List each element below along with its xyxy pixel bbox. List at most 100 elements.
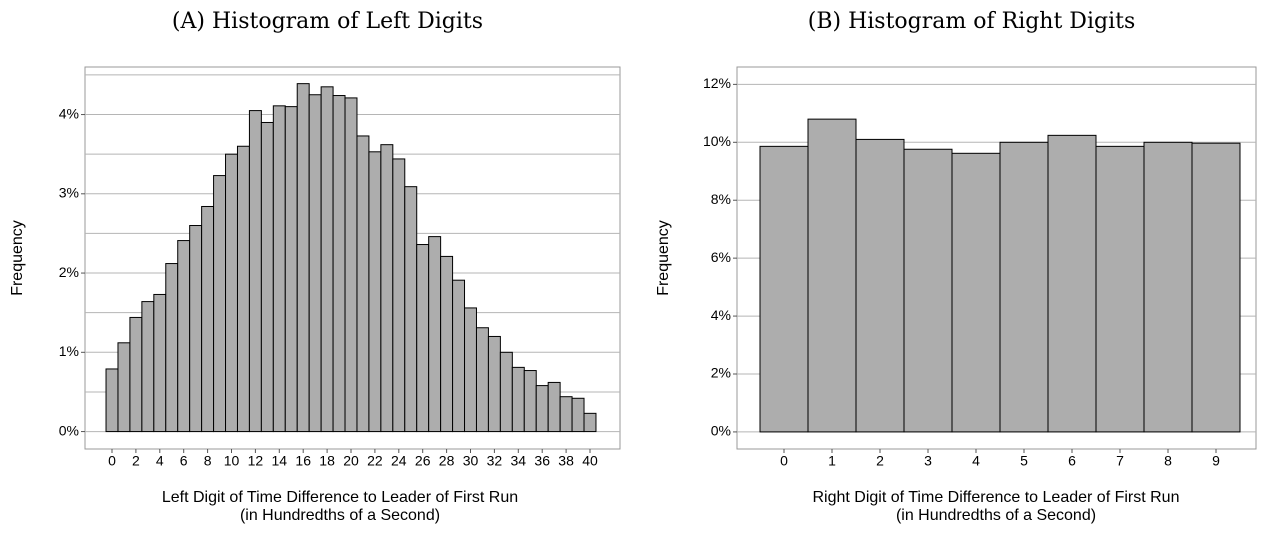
bar — [452, 279, 466, 433]
x-tick-label: 8 — [1164, 453, 1172, 469]
bar — [213, 175, 227, 433]
bar — [499, 351, 513, 433]
bar — [248, 110, 262, 433]
x-tick-label: 40 — [582, 453, 598, 469]
x-tick-label: 20 — [343, 453, 359, 469]
x-tick-label: 5 — [1020, 453, 1028, 469]
bar — [117, 342, 131, 433]
x-tick-label: 34 — [511, 453, 527, 469]
y-tick-label: 0% — [711, 423, 731, 439]
bar — [807, 118, 857, 433]
x-tick-label: 16 — [295, 453, 311, 469]
panel-title: (B) Histogram of Right Digits — [808, 9, 1136, 34]
bar — [999, 141, 1049, 433]
x-tick-label: 24 — [391, 453, 407, 469]
bar — [487, 335, 501, 433]
y-tick-label: 3% — [59, 185, 79, 201]
panel-title: (A) Histogram of Left Digits — [172, 9, 483, 34]
y-axis-label: Frequency — [655, 220, 672, 296]
bar — [320, 86, 334, 433]
plot-frame — [84, 66, 621, 450]
bar — [428, 236, 442, 433]
bar — [511, 366, 525, 433]
bar — [260, 121, 274, 433]
bar — [284, 106, 298, 433]
bar — [332, 95, 346, 433]
y-tick-label: 2% — [59, 264, 79, 280]
y-tick-label: 4% — [711, 307, 731, 323]
y-tick-label: 12% — [703, 75, 731, 91]
bar — [129, 316, 143, 433]
bar — [225, 153, 238, 433]
bar — [535, 385, 549, 433]
x-tick-label: 12 — [248, 453, 264, 469]
bar — [1047, 134, 1097, 433]
bar — [404, 186, 418, 433]
bar — [855, 138, 905, 433]
y-tick-label: 0% — [59, 422, 79, 438]
x-tick-label: 7 — [1116, 453, 1124, 469]
bar — [475, 327, 489, 433]
x-tick-label: 6 — [180, 453, 188, 469]
bar — [571, 397, 585, 433]
x-tick-label: 32 — [487, 453, 503, 469]
bar — [236, 145, 250, 433]
x-tick-label: 26 — [415, 453, 431, 469]
x-tick-label: 22 — [367, 453, 383, 469]
bar — [523, 370, 537, 433]
y-tick-label: 1% — [59, 343, 79, 359]
bar — [308, 94, 322, 433]
bar — [392, 158, 406, 433]
bar — [368, 151, 382, 433]
x-tick-label: 3 — [924, 453, 932, 469]
x-tick-label: 2 — [132, 453, 140, 469]
bar — [296, 83, 310, 433]
bar — [559, 396, 573, 433]
bar — [416, 244, 430, 433]
bar — [547, 381, 561, 433]
x-tick-label: 0 — [780, 453, 788, 469]
y-tick-label: 6% — [711, 249, 731, 265]
bar — [1143, 141, 1193, 433]
bar — [759, 145, 809, 433]
x-tick-label: 30 — [463, 453, 479, 469]
bar — [583, 412, 597, 433]
bar — [165, 263, 179, 433]
x-tick-label: 18 — [319, 453, 335, 469]
x-tick-label: 38 — [558, 453, 574, 469]
x-tick-label: 14 — [272, 453, 288, 469]
bar — [272, 105, 286, 433]
x-tick-label: 6 — [1068, 453, 1076, 469]
bar — [380, 144, 394, 433]
x-tick-label: 4 — [972, 453, 980, 469]
bar — [356, 135, 370, 433]
x-axis-label: Right Digit of Time Difference to Leader… — [813, 489, 1180, 506]
x-tick-label: 0 — [108, 453, 116, 469]
y-tick-label: 10% — [703, 133, 731, 149]
y-tick-label: 8% — [711, 191, 731, 207]
x-tick-label: 4 — [156, 453, 164, 469]
x-tick-label: 8 — [204, 453, 212, 469]
x-tick-label: 1 — [828, 453, 836, 469]
x-tick-label: 28 — [439, 453, 455, 469]
x-tick-label: 2 — [876, 453, 884, 469]
bar — [153, 293, 167, 433]
x-axis-label: (in Hundredths of a Second) — [896, 507, 1096, 524]
bar — [177, 240, 191, 433]
bar — [1095, 145, 1145, 433]
bar — [105, 368, 119, 433]
bar — [464, 307, 477, 433]
bar — [440, 255, 454, 433]
bar — [1191, 142, 1241, 433]
x-tick-label: 36 — [534, 453, 550, 469]
y-tick-label: 4% — [59, 105, 79, 121]
bar — [903, 148, 953, 433]
bar — [201, 205, 215, 433]
bar — [951, 152, 1001, 433]
x-tick-label: 9 — [1212, 453, 1220, 469]
x-tick-label: 10 — [224, 453, 240, 469]
bar — [344, 97, 358, 433]
bar — [141, 301, 155, 433]
y-tick-label: 2% — [711, 365, 731, 381]
